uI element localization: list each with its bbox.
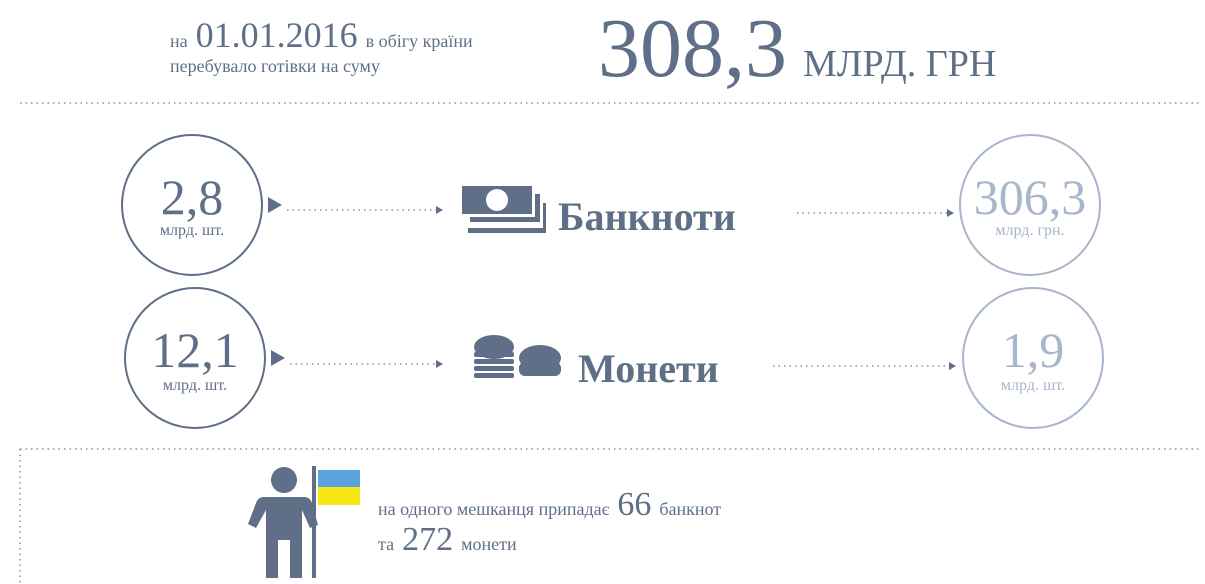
value: 1,9 — [1002, 322, 1065, 378]
banknote-icon — [462, 186, 546, 233]
footer-text: банкнот — [659, 499, 721, 519]
arrowhead — [436, 206, 443, 214]
line1: в обігу країни — [366, 31, 473, 51]
value: 306,3 — [974, 169, 1087, 225]
coins-count: 272 — [402, 521, 453, 558]
header-amount-line: 308,3 МЛРД. ГРН — [598, 2, 996, 95]
unit: МЛРД. ГРН — [803, 43, 996, 85]
value-unit: млрд. грн. — [995, 222, 1064, 239]
date: 01.01.2016 — [196, 15, 358, 55]
person-icon — [248, 466, 318, 578]
amount: 308,3 — [598, 2, 787, 95]
footer-line1: на одного мешканця припадає 66 банкнот — [378, 486, 721, 523]
count-circle — [124, 287, 266, 429]
arrowhead — [949, 362, 956, 370]
pointer — [268, 197, 282, 213]
coins-icon — [474, 335, 561, 378]
row-label: Банкноти — [558, 194, 736, 239]
footer-text: монети — [461, 534, 517, 554]
prefix: на — [170, 31, 188, 51]
flag-blue — [318, 470, 360, 487]
footer-text: та — [378, 534, 394, 554]
banknotes-count: 66 — [617, 486, 651, 523]
count: 12,1 — [151, 322, 239, 378]
value-circle — [959, 134, 1101, 276]
header-line2: перебувало готівки на суму — [170, 56, 380, 76]
footer-text: на одного мешканця припадає — [378, 499, 610, 519]
pointer — [271, 350, 285, 366]
count-circle — [121, 134, 263, 276]
arrowhead — [436, 360, 443, 368]
header-line1: на 01.01.2016 в обігу країни — [170, 15, 473, 55]
row-label: Монети — [578, 346, 719, 391]
flag-yellow — [318, 487, 360, 505]
count-unit: млрд. шт. — [160, 222, 224, 239]
count: 2,8 — [161, 169, 224, 225]
value-circle — [962, 287, 1104, 429]
count-unit: млрд. шт. — [163, 377, 227, 394]
value-unit: млрд. шт. — [1001, 377, 1065, 394]
footer-line2: та 272 монети — [378, 521, 517, 558]
arrowhead — [947, 209, 954, 217]
